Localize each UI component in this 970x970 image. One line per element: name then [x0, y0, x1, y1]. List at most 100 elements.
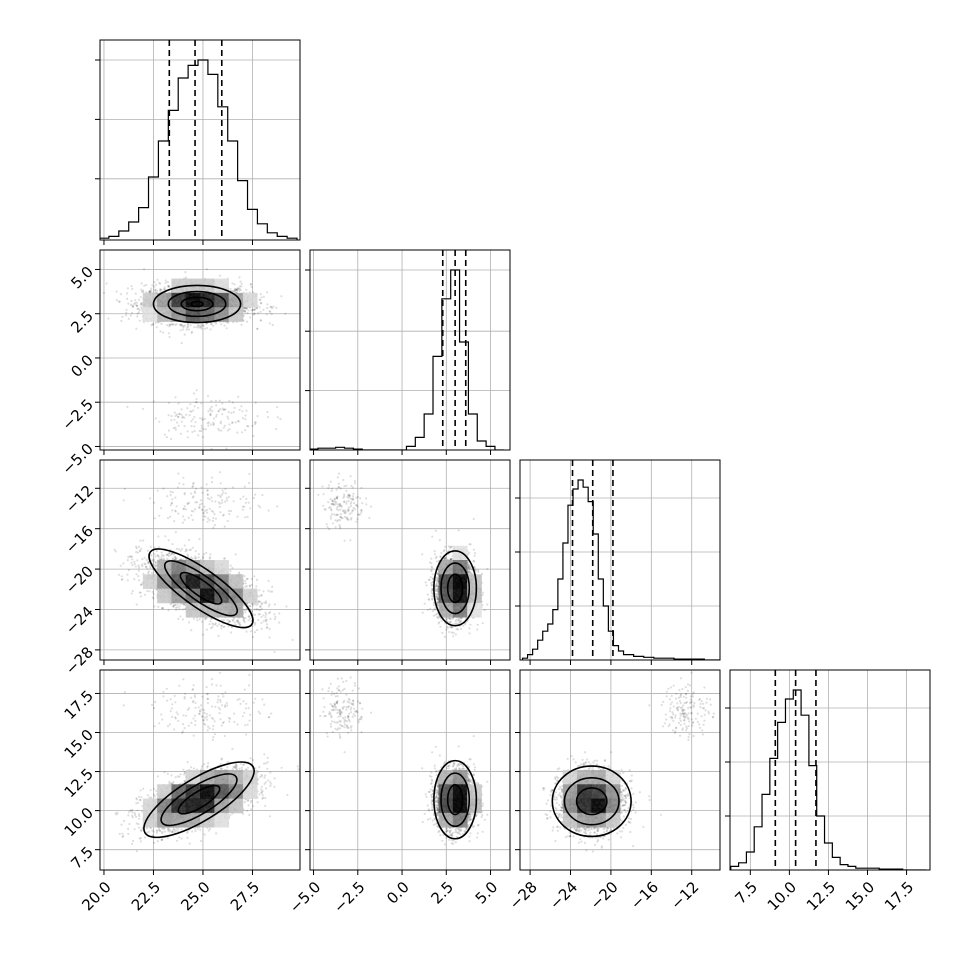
scatter-point — [191, 557, 194, 560]
scatter-point — [154, 288, 157, 291]
scatter-point — [273, 618, 276, 621]
scatter-point — [193, 326, 196, 329]
scatter-point — [205, 628, 208, 631]
scatter-point — [256, 327, 259, 330]
scatter-point — [182, 324, 185, 327]
scatter-point — [228, 423, 231, 426]
scatter-point — [131, 589, 134, 593]
scatter-point — [223, 625, 226, 628]
scatter-point — [164, 281, 167, 284]
scatter-point — [253, 421, 257, 424]
scatter-point — [226, 618, 229, 622]
scatter-point — [252, 313, 255, 316]
scatter-point — [131, 287, 134, 291]
scatter-point — [231, 618, 234, 621]
scatter-point — [171, 323, 174, 326]
scatter-point — [153, 285, 156, 288]
scatter-point — [175, 606, 178, 609]
scatter-point — [193, 429, 196, 433]
scatter-point — [266, 303, 269, 306]
scatter-point — [152, 592, 155, 595]
scatter-point — [130, 311, 134, 314]
scatter-point — [177, 424, 180, 427]
scatter-point — [194, 421, 197, 424]
scatter-point — [188, 548, 191, 552]
scatter-point — [158, 281, 161, 284]
density-cell — [171, 307, 187, 322]
density-cell — [228, 307, 244, 322]
scatter-point — [180, 420, 183, 423]
scatter-point — [153, 281, 156, 284]
scatter-point — [217, 410, 220, 413]
scatter-point — [233, 289, 236, 292]
scatter-point — [199, 417, 202, 420]
contour-line — [180, 296, 214, 312]
scatter-point — [260, 603, 263, 606]
scatter-point — [140, 290, 143, 293]
scatter-point — [207, 424, 210, 427]
scatter-point — [156, 290, 159, 293]
contour-line — [167, 290, 227, 318]
scatter-point — [194, 401, 197, 404]
scatter-point — [227, 620, 230, 623]
scatter-point — [196, 324, 199, 327]
scatter-point — [200, 427, 203, 430]
scatter-point — [248, 604, 251, 608]
scatter-point — [126, 579, 129, 582]
scatter-point — [135, 603, 138, 606]
scatter-point — [157, 535, 160, 538]
scatter-point — [202, 324, 205, 327]
scatter-point — [215, 415, 218, 418]
scatter-point — [173, 418, 176, 421]
scatter-point — [266, 410, 269, 414]
scatter-point — [136, 307, 139, 310]
scatter-point — [150, 289, 153, 292]
scatter-point — [245, 409, 248, 412]
scatter-point — [260, 607, 263, 610]
scatter-point — [229, 564, 232, 567]
scatter-point — [138, 319, 141, 322]
scatter-point — [231, 290, 234, 293]
scatter-point — [172, 427, 175, 430]
scatter-point — [271, 585, 274, 589]
scatter-point — [127, 556, 130, 559]
scatter-point — [200, 323, 203, 327]
scatter-point — [115, 299, 118, 302]
scatter-point — [114, 550, 117, 553]
scatter-point — [260, 296, 263, 299]
scatter-point — [239, 289, 242, 292]
scatter-point — [195, 401, 198, 404]
scatter-point — [189, 548, 192, 551]
scatter-point — [279, 418, 282, 421]
scatter-point — [267, 605, 270, 608]
scatter-point — [134, 565, 137, 568]
scatter-point — [264, 620, 268, 623]
scatter-point — [227, 411, 230, 414]
scatter-point — [253, 575, 256, 578]
scatter-point — [137, 307, 140, 310]
scatter-point — [203, 417, 206, 421]
scatter-point — [137, 575, 140, 578]
scatter-point — [229, 287, 232, 290]
scatter-point — [255, 585, 258, 588]
scatter-point — [195, 326, 198, 329]
scatter-point — [174, 558, 177, 561]
scatter-point — [302, 614, 304, 616]
scatter-point — [201, 436, 204, 439]
scatter-point — [139, 295, 142, 299]
scatter-point — [187, 621, 191, 624]
scatter-point — [132, 305, 135, 308]
scatter-point — [257, 600, 261, 603]
scatter-point — [193, 405, 196, 408]
scatter-point — [249, 283, 252, 286]
scatter-point — [229, 569, 232, 573]
scatter-point — [200, 424, 203, 427]
scatter-point — [107, 317, 110, 320]
scatter-point — [231, 421, 234, 424]
scatter-point — [192, 409, 195, 412]
scatter-point — [226, 429, 229, 432]
scatter-point — [227, 625, 230, 628]
scatter-point — [230, 631, 233, 634]
density-cell — [142, 292, 158, 308]
scatter-point — [160, 556, 163, 559]
